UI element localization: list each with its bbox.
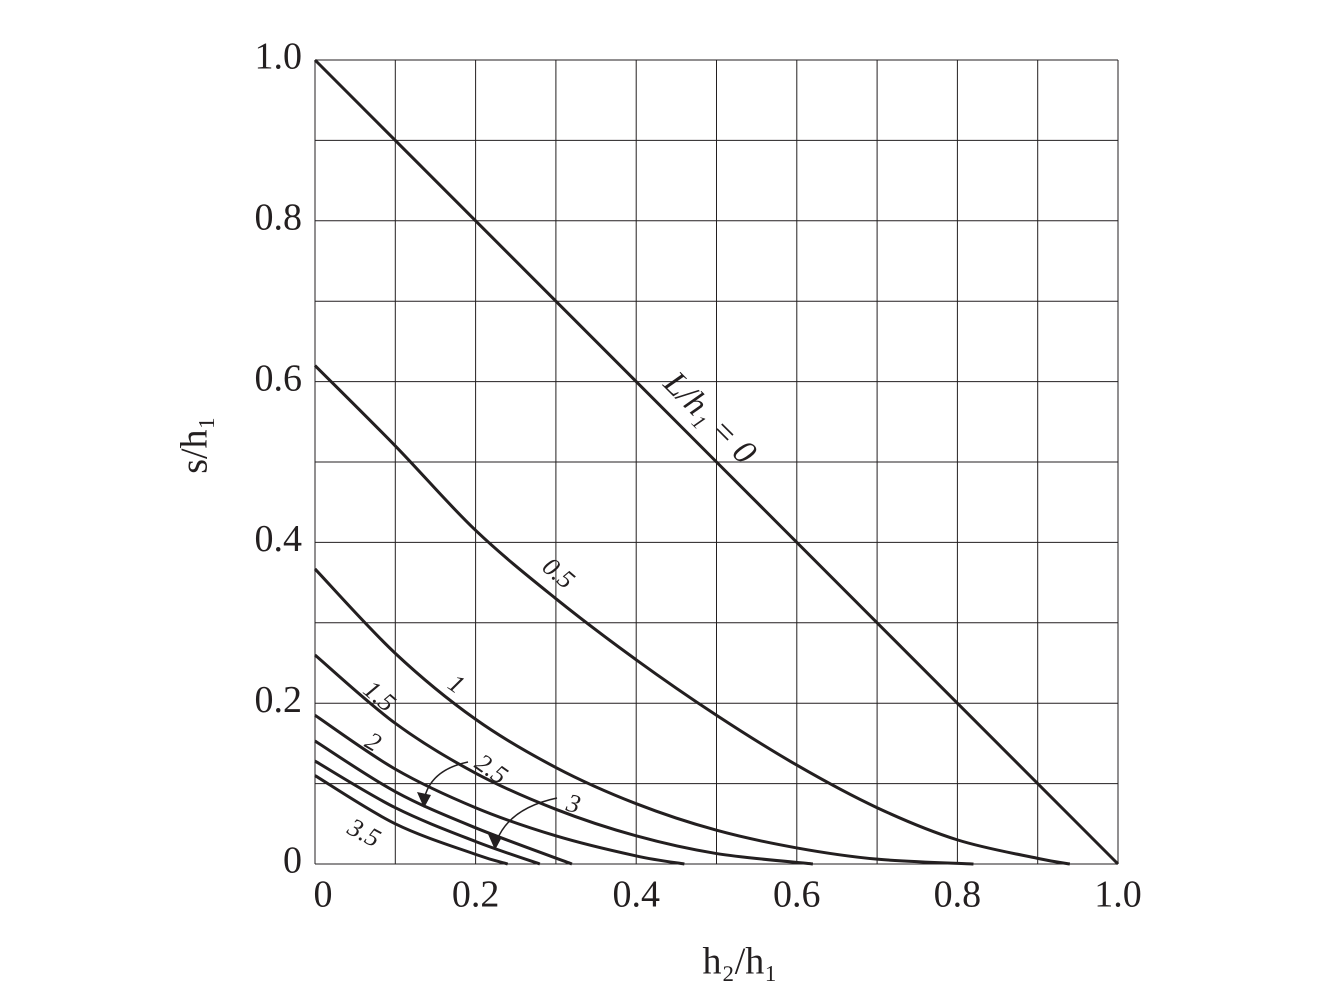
x-tick-label: 0 xyxy=(314,874,333,916)
curve xyxy=(314,714,685,866)
curve xyxy=(314,739,573,866)
curve xyxy=(314,774,509,866)
x-tick-label: 0.4 xyxy=(612,874,660,916)
y-tick-label: 1.0 xyxy=(255,36,303,78)
leader xyxy=(496,797,558,841)
curve-label: 3 xyxy=(563,788,584,820)
x-tick-label: 0.2 xyxy=(452,874,500,916)
x-tick-label: 0.6 xyxy=(773,874,821,916)
y-tick-label: 0.6 xyxy=(255,357,303,399)
curve xyxy=(313,364,1071,866)
curve-label: 1 xyxy=(443,668,470,699)
arrow-head xyxy=(488,834,502,850)
y-tick-label: 0.2 xyxy=(255,679,303,721)
arrow-head xyxy=(417,792,431,808)
x-tick-label: 1.0 xyxy=(1094,874,1142,916)
x-axis-title: h₂/h₁ xyxy=(702,941,777,983)
curve xyxy=(314,759,541,866)
curve xyxy=(314,653,814,866)
curve xyxy=(313,567,974,866)
y-tick-label: 0 xyxy=(283,840,302,882)
y-tick-label: 0.4 xyxy=(255,518,303,560)
curve-label: 3.5 xyxy=(342,812,385,853)
curve xyxy=(313,58,1120,866)
y-tick-label: 0.8 xyxy=(255,197,303,239)
x-tick-label: 0.8 xyxy=(934,874,982,916)
curve-label: 2 xyxy=(360,726,386,758)
y-axis-title: s/h₁ xyxy=(174,416,216,474)
